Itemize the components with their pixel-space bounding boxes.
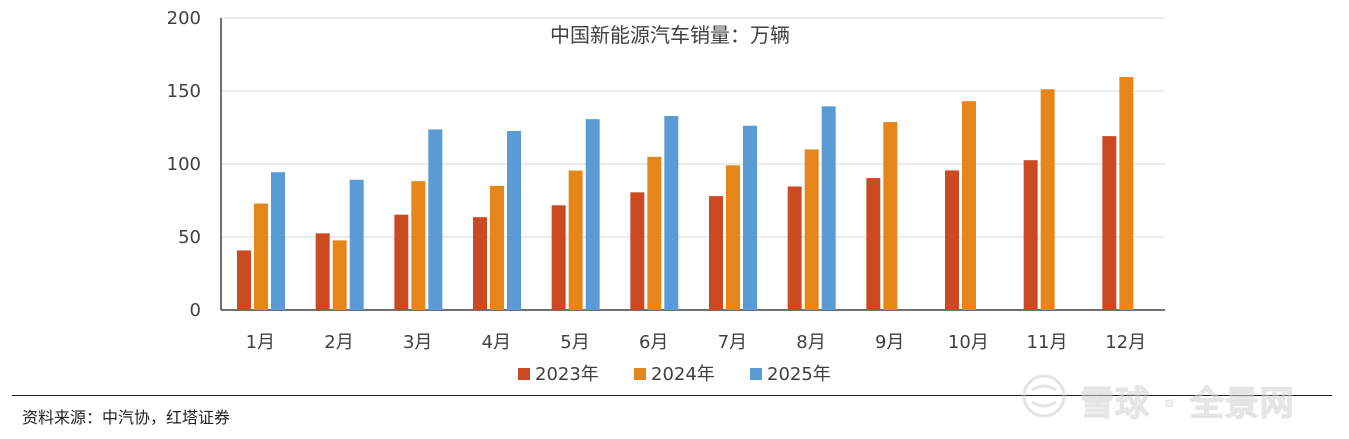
bar-2023年-1月 (237, 250, 251, 310)
bar-2024年-3月 (411, 181, 426, 310)
chart: 1月 2月 3月 4月 5月 6月 7月 8月 9月 10月 11月 12月 0 50 100 150 200… (167, 8, 1165, 385)
x-tick-label: 12月 (1105, 332, 1146, 353)
y-tick-label: 200 (167, 8, 201, 29)
bar-2023年-11月 (1023, 160, 1038, 310)
bar-2023年-7月 (709, 196, 723, 310)
bar-2024年-9月 (883, 122, 898, 311)
gridlines (221, 17, 1165, 238)
bars (237, 76, 1134, 311)
bar-2023年-12月 (1102, 136, 1117, 310)
bar-2024年-5月 (568, 170, 583, 310)
legend-swatch (518, 368, 530, 380)
x-tick-label: 11月 (1027, 332, 1068, 353)
bar-2023年-9月 (866, 178, 881, 310)
x-tick-label: 1月 (246, 332, 275, 353)
bar-2025年-7月 (743, 125, 757, 310)
legend-swatch (750, 368, 762, 380)
bar-2024年-11月 (1040, 89, 1055, 310)
legend: 2023年 2024年 2025年 (518, 364, 831, 385)
bar-2023年-3月 (394, 214, 409, 310)
bar-2023年-6月 (630, 192, 645, 310)
y-tick-label: 50 (178, 227, 201, 248)
x-tick-label: 9月 (875, 332, 904, 353)
x-tick-label: 6月 (639, 332, 668, 353)
x-tick-label: 10月 (948, 332, 989, 353)
watermark-text: 雪球 · 全景网 (1080, 384, 1295, 425)
bar-2025年-5月 (585, 119, 600, 310)
bar-2024年-4月 (490, 185, 504, 310)
bar-2024年-1月 (254, 203, 268, 310)
x-tick-label: 5月 (560, 332, 589, 353)
footer-divider (12, 395, 1332, 396)
bar-2024年-7月 (726, 165, 740, 310)
bar-2024年-10月 (962, 101, 976, 310)
x-axis-labels: 1月 2月 3月 4月 5月 6月 7月 8月 9月 10月 11月 12月 (246, 332, 1147, 353)
bar-2025年-2月 (349, 179, 364, 310)
y-tick-label: 100 (167, 154, 201, 175)
legend-swatch (634, 368, 646, 380)
chart-title: 中国新能源汽车销量：万辆 (550, 23, 790, 47)
bar-2023年-8月 (787, 186, 802, 310)
axes (220, 18, 1165, 311)
bar-2023年-10月 (945, 170, 959, 310)
watermark: 雪球 · 全景网 (1020, 372, 1320, 425)
x-tick-label: 4月 (482, 332, 511, 353)
x-tick-label: 8月 (796, 332, 825, 353)
bar-2023年-2月 (315, 233, 330, 310)
x-tick-label: 3月 (403, 332, 432, 353)
bar-2023年-4月 (473, 217, 487, 310)
x-tick-label: 2月 (324, 332, 353, 353)
bar-2024年-6月 (647, 156, 662, 310)
snowball-logo-icon (1022, 374, 1066, 418)
y-axis-labels: 0 50 100 150 200 (167, 8, 201, 321)
y-tick-label: 0 (190, 300, 201, 321)
bar-2024年-12月 (1119, 76, 1134, 310)
x-tick-label: 7月 (718, 332, 747, 353)
bar-2025年-6月 (664, 115, 679, 310)
bar-2025年-8月 (821, 106, 836, 310)
bar-2024年-8月 (804, 149, 819, 310)
legend-label: 2025年 (767, 364, 831, 385)
legend-label: 2024年 (651, 364, 715, 385)
source-note: 资料来源：中汽协，红塔证券 (22, 408, 231, 427)
bar-2023年-5月 (551, 205, 566, 310)
bar-2025年-4月 (507, 131, 521, 310)
bar-2025年-3月 (428, 129, 443, 310)
y-tick-label: 150 (167, 81, 201, 102)
bar-2024年-2月 (332, 240, 347, 310)
legend-label: 2023年 (535, 364, 599, 385)
bar-2025年-1月 (271, 172, 285, 310)
